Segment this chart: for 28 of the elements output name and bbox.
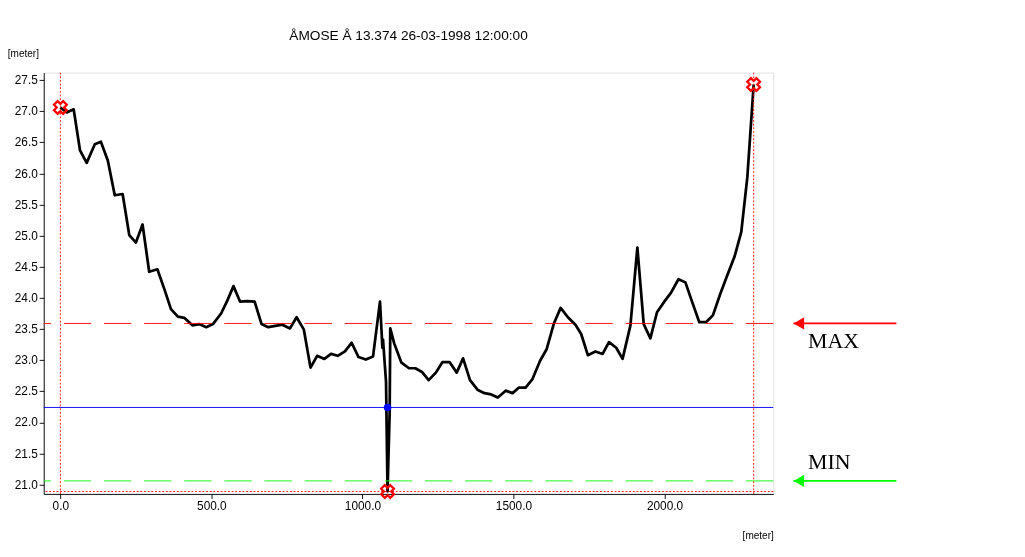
chart-title: ÅMOSE Å 13.374 26-03-1998 12:00:00 bbox=[289, 27, 529, 43]
point bbox=[383, 403, 392, 412]
y-tick-label: 23.0 bbox=[14, 353, 39, 368]
x-tick-label: 1500.0 bbox=[495, 498, 533, 513]
y-tick-label: 23.5 bbox=[14, 322, 39, 337]
y-tick-label: 21.0 bbox=[14, 477, 39, 492]
y-axis-title: [meter] bbox=[7, 47, 40, 59]
x-tick-label: 2000.0 bbox=[646, 498, 684, 513]
y-tick-label: 26.5 bbox=[14, 135, 39, 150]
x-tick-label: 500.0 bbox=[197, 498, 228, 513]
y-tick-label: 27.0 bbox=[14, 104, 39, 119]
y-tick-label: 25.5 bbox=[14, 197, 39, 212]
ref-line-label: MAX bbox=[807, 329, 860, 354]
y-tick-label: 24.5 bbox=[14, 259, 39, 274]
y-tick-label: 21.5 bbox=[14, 446, 39, 461]
y-tick-label: 25.0 bbox=[14, 228, 39, 243]
x-tick-label: 1000.0 bbox=[344, 498, 382, 513]
point bbox=[380, 483, 396, 499]
x-tick-label: 0.0 bbox=[52, 498, 70, 513]
x-axis-title: [meter] bbox=[742, 530, 774, 542]
y-tick-label: 27.5 bbox=[14, 73, 39, 88]
y-tick-label: 22.5 bbox=[14, 384, 39, 399]
point bbox=[746, 76, 762, 92]
y-tick-label: 26.0 bbox=[14, 166, 39, 181]
y-tick-label: 24.0 bbox=[14, 291, 39, 306]
y-tick-label: 22.0 bbox=[14, 415, 39, 430]
ref-line-label: MIN bbox=[807, 450, 851, 475]
point bbox=[52, 99, 68, 116]
